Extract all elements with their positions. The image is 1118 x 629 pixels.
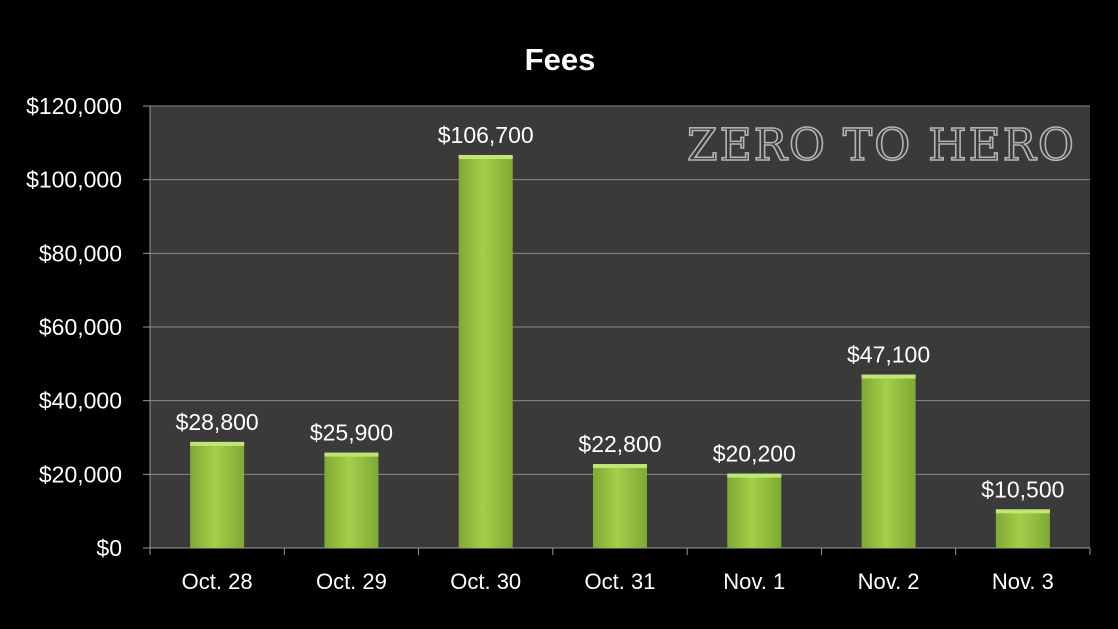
data-label: $10,500 bbox=[981, 476, 1064, 502]
x-tick-label: Oct. 29 bbox=[316, 569, 387, 594]
bar bbox=[861, 374, 916, 548]
bar-top-highlight bbox=[593, 464, 647, 469]
x-tick-label: Oct. 31 bbox=[585, 569, 656, 594]
bar bbox=[458, 154, 513, 548]
y-tick-label: $20,000 bbox=[39, 461, 122, 487]
y-tick-label: $100,000 bbox=[26, 167, 122, 193]
bar-top-highlight bbox=[190, 441, 245, 446]
data-label: $22,800 bbox=[578, 431, 661, 457]
y-tick-label: $80,000 bbox=[39, 240, 122, 266]
watermark-text: ZERO TO HERO bbox=[687, 120, 1076, 171]
data-label: $106,700 bbox=[438, 122, 534, 148]
x-tick-label: Nov. 3 bbox=[992, 569, 1054, 594]
bar bbox=[995, 509, 1050, 548]
bar-top-highlight bbox=[995, 509, 1050, 514]
y-tick-label: $60,000 bbox=[39, 314, 122, 340]
bar bbox=[324, 452, 379, 548]
bar-top-highlight bbox=[458, 154, 513, 159]
bar-top-highlight bbox=[324, 452, 379, 457]
x-tick-label: Nov. 1 bbox=[723, 569, 785, 594]
x-tick-label: Oct. 28 bbox=[182, 569, 253, 594]
x-tick-label: Oct. 30 bbox=[450, 569, 521, 594]
plot-area: $0 $20,000 $40,000 $60,000 $80,000 $100,000 $1… bbox=[26, 93, 1091, 594]
data-label: $25,900 bbox=[310, 420, 393, 446]
data-label: $20,200 bbox=[713, 441, 796, 467]
chart-title: Fees bbox=[525, 42, 596, 77]
data-label: $47,100 bbox=[847, 342, 930, 368]
y-tick-label: $120,000 bbox=[26, 93, 122, 119]
bar-top-highlight bbox=[727, 473, 782, 478]
bar-top-highlight bbox=[861, 374, 916, 379]
y-tick-label: $0 bbox=[96, 535, 122, 561]
x-tick-label: Nov. 2 bbox=[858, 569, 920, 594]
y-tick-label: $40,000 bbox=[39, 388, 122, 414]
data-label: $28,800 bbox=[176, 409, 259, 435]
bar bbox=[593, 464, 647, 548]
bar bbox=[190, 441, 245, 548]
bar bbox=[727, 473, 782, 548]
